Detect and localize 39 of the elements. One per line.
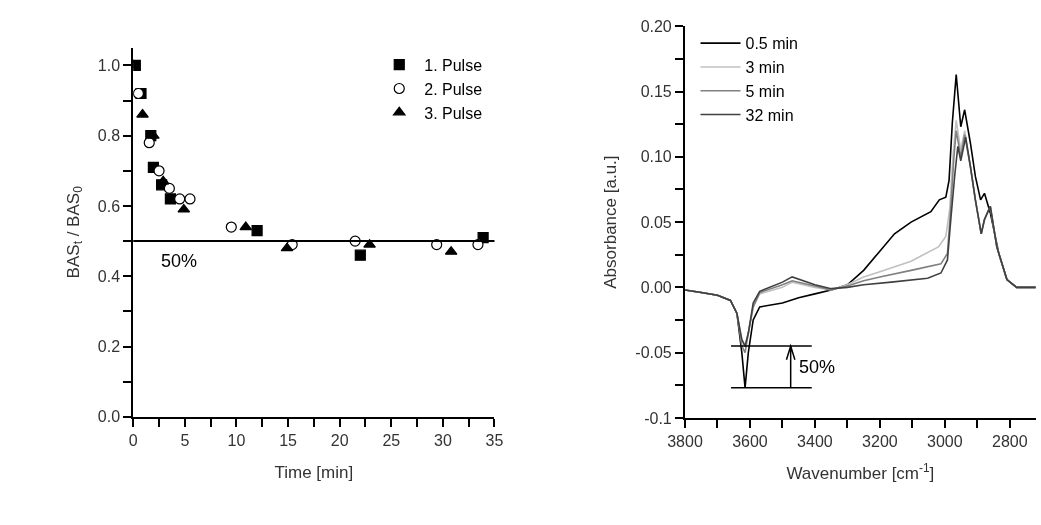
x-tick-label: 3400: [797, 433, 833, 451]
y-tick-label: 0.10: [640, 148, 672, 166]
legend-label: 32 min: [745, 106, 794, 124]
y-axis-title: Absorbance [a.u.]: [601, 155, 621, 289]
legend-label: 3 min: [745, 59, 785, 77]
x-tick-label: 3200: [862, 433, 898, 451]
x-tick-label: 25: [382, 432, 401, 450]
x-tick-label: 15: [279, 432, 298, 450]
x-tick-label: 3800: [667, 433, 703, 451]
y-tick-label: 1.0: [97, 56, 121, 74]
x-tick-label: 20: [330, 432, 349, 450]
x-tick-label: 2800: [992, 433, 1028, 451]
x-tick-label: 30: [433, 432, 452, 450]
y-tick-label: -0.1: [644, 409, 672, 427]
legend-label: 0.5 min: [745, 35, 798, 53]
x-axis-title: Wavenumber [cm$^{-1}$]: [786, 460, 935, 483]
y-tick-label: 0.0: [97, 408, 121, 426]
y-tick-label: 0.15: [640, 83, 672, 101]
legend-label: 3. Pulse: [424, 104, 483, 122]
y-tick-label: 0.05: [640, 213, 672, 231]
legend-label: 5 min: [745, 82, 785, 100]
y-tick-label: 0.00: [640, 278, 672, 296]
ref-line-label: 50%: [161, 251, 198, 271]
x-tick-label: 10: [227, 432, 246, 450]
x-tick-label: 0: [128, 432, 138, 450]
y-tick-label: 0.20: [640, 17, 672, 35]
x-tick-label: 3600: [732, 433, 768, 451]
y-tick-label: 0.6: [97, 197, 121, 215]
y-tick-label: 0.4: [97, 267, 121, 285]
y-tick-label: -0.05: [635, 344, 672, 362]
x-axis-title: Time [min]: [274, 462, 354, 482]
legend-label: 1. Pulse: [424, 56, 483, 74]
x-tick-label: 3000: [927, 433, 963, 451]
legend-label: 2. Pulse: [424, 80, 483, 98]
annotation: 50%: [799, 357, 836, 377]
y-tick-label: 0.2: [97, 338, 121, 356]
y-tick-label: 0.8: [97, 127, 121, 145]
x-tick-label: 5: [180, 432, 190, 450]
x-tick-label: 35: [485, 432, 504, 450]
